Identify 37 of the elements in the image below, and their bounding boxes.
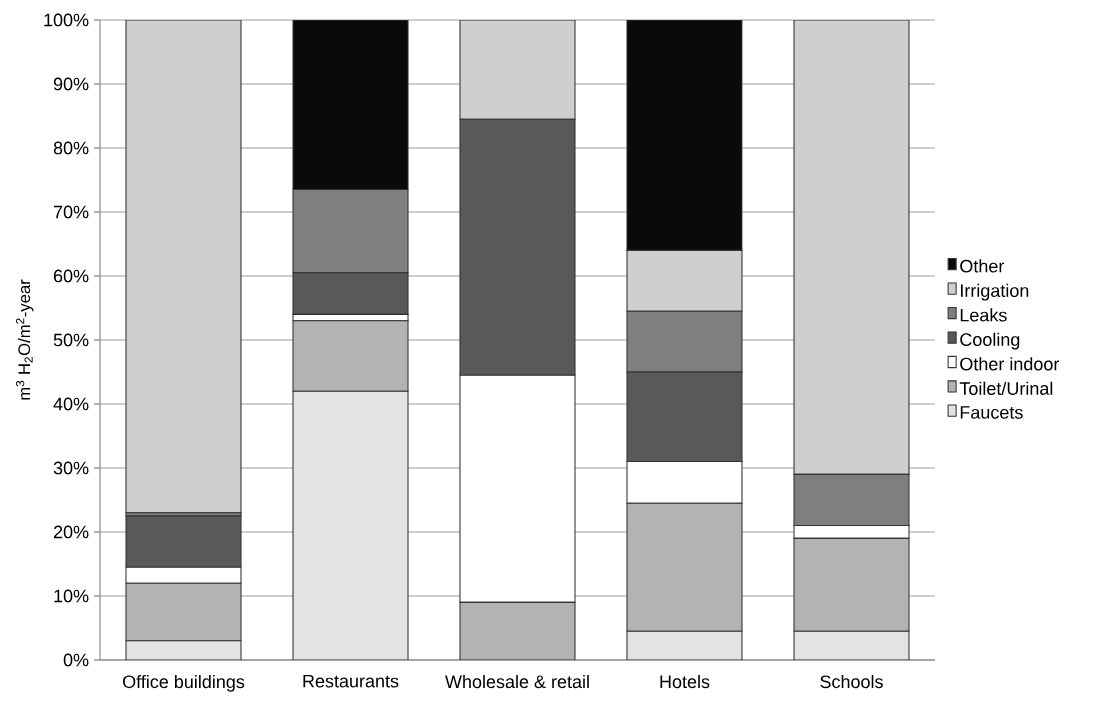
legend-label: Cooling [960, 332, 1020, 350]
bar [292, 320, 409, 392]
y-tick-label: 20% [53, 525, 89, 539]
y-tick-label: 100% [44, 13, 89, 27]
bar [626, 249, 743, 312]
bar [292, 390, 409, 660]
y-tick-label: 70% [53, 205, 89, 219]
y-tick-label: 60% [53, 269, 89, 283]
y-tick-label: 30% [53, 461, 89, 475]
legend-label: Leaks [960, 308, 1007, 322]
bar [793, 630, 910, 660]
bar [459, 601, 576, 660]
y-tick-label: 50% [53, 333, 89, 347]
legend-label: Toilet/Urinal [959, 381, 1053, 395]
bar [459, 19, 576, 120]
x-tick-label: Wholesale & retail [445, 674, 589, 689]
legend-label: Other indoor [960, 357, 1060, 371]
bar [125, 19, 242, 514]
x-tick-label: Office buildings [122, 674, 245, 692]
bar [626, 630, 743, 660]
legend-label: Faucets [960, 406, 1023, 419]
legend-label: Irrigation [960, 283, 1029, 301]
y-tick-label: 10% [54, 589, 89, 603]
x-tick-label: Hotels [660, 674, 710, 689]
y-tick-label: 80% [53, 141, 89, 155]
y-axis-title: m$^{3}$ H$_{2}$O/m$^{2}$-year [16, 279, 34, 400]
y-tick-label: 40% [53, 397, 89, 411]
legend-label: Other [960, 259, 1005, 273]
x-tick-label: Schools [820, 674, 883, 689]
bar [793, 537, 910, 632]
y-tick-label: 90% [53, 77, 89, 91]
bar [125, 640, 242, 660]
bar [125, 582, 242, 642]
x-tick-label: Restaurants [303, 674, 399, 688]
y-tick-label: 0% [63, 653, 89, 667]
bar [793, 19, 910, 475]
bar [626, 502, 743, 632]
